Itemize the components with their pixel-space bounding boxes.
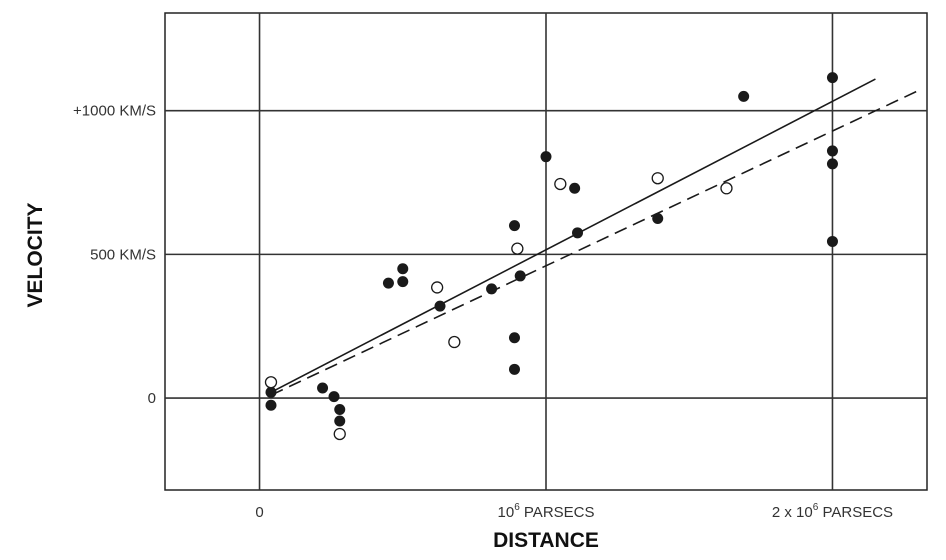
filled-point-23 bbox=[826, 235, 838, 247]
filled-point-21 bbox=[826, 145, 838, 157]
open-point-5 bbox=[554, 177, 567, 191]
filled-point-1 bbox=[265, 399, 277, 411]
x-tick-label-2: 2 x 106 PARSECS bbox=[772, 502, 893, 521]
x-axis-title: DISTANCE bbox=[493, 529, 599, 552]
y-tick-label-0: 0 bbox=[148, 390, 156, 407]
open-point-3 bbox=[448, 335, 461, 349]
filled-point-15 bbox=[540, 151, 552, 163]
filled-point-8 bbox=[397, 276, 409, 288]
y-tick-label-1: 500 KM/S bbox=[90, 246, 156, 263]
filled-point-10 bbox=[486, 283, 498, 295]
filled-point-22 bbox=[826, 158, 838, 170]
open-point-6 bbox=[651, 172, 664, 185]
grid-lines bbox=[165, 13, 927, 490]
filled-point-0 bbox=[265, 386, 277, 398]
x-tick-label-1: 106 PARSECS bbox=[498, 502, 595, 521]
open-point-0 bbox=[264, 376, 278, 389]
filled-point-9 bbox=[434, 300, 446, 312]
filled-point-20 bbox=[826, 72, 838, 84]
filled-point-3 bbox=[328, 391, 340, 403]
filled-point-19 bbox=[738, 90, 750, 102]
y-tick-labels: 0 500 KM/S +1000 KM/S bbox=[73, 103, 156, 407]
filled-point-18 bbox=[652, 212, 664, 224]
y-axis-title: VELOCITY bbox=[24, 202, 47, 307]
filled-point-4 bbox=[334, 404, 346, 416]
filled-point-12 bbox=[508, 332, 520, 344]
open-point-7 bbox=[720, 182, 733, 195]
filled-point-11 bbox=[508, 220, 520, 232]
y-tick-label-2: +1000 KM/S bbox=[73, 103, 156, 120]
filled-point-17 bbox=[572, 227, 584, 239]
open-point-1 bbox=[333, 427, 346, 441]
filled-point-2 bbox=[317, 382, 329, 394]
filled-point-13 bbox=[508, 363, 520, 375]
filled-point-5 bbox=[334, 415, 346, 427]
filled-point-16 bbox=[569, 182, 581, 194]
open-point-4 bbox=[511, 242, 524, 255]
x-tick-label-0: 0 bbox=[255, 504, 263, 521]
filled-point-6 bbox=[382, 277, 394, 289]
open-point-2 bbox=[430, 281, 444, 294]
data-points bbox=[264, 72, 838, 441]
filled-point-7 bbox=[397, 263, 409, 275]
filled-point-14 bbox=[514, 270, 526, 282]
x-tick-labels: 0 106 PARSECS 2 x 106 PARSECS bbox=[255, 502, 893, 521]
